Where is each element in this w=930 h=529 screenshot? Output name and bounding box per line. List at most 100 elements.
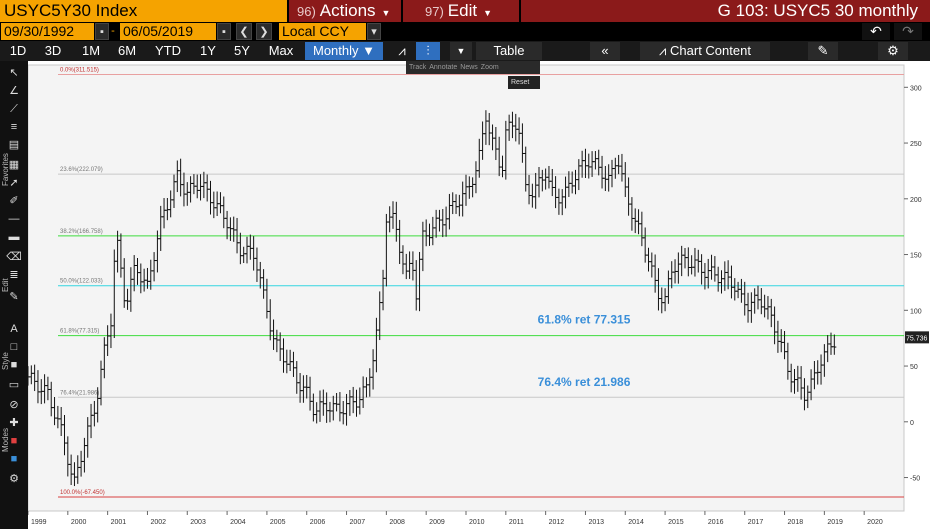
color-swatch-black[interactable]: ■: [10, 359, 18, 371]
fib-annotation: 61.8% ret 77.315: [538, 313, 631, 327]
pen-tool-icon[interactable]: ✐: [9, 195, 19, 207]
line-tool-icon[interactable]: ∠: [9, 85, 19, 97]
settings-gear-icon[interactable]: ⚙: [9, 473, 19, 485]
shape-tool-icon[interactable]: ▦: [8, 159, 20, 171]
x-tick-label: 2001: [111, 519, 127, 526]
gear-icon[interactable]: ⚙: [878, 42, 908, 60]
next-period-button[interactable]: ❯: [256, 23, 272, 40]
x-tick-label: 2007: [350, 519, 366, 526]
frequency-label: Monthly: [312, 43, 359, 58]
x-tick-label: 2017: [748, 519, 764, 526]
price-chart[interactable]: 1999 2000 2001 2002 2003 2004 2005 2006 2007 2008…: [28, 61, 930, 529]
text-tool-icon[interactable]: A: [10, 323, 18, 335]
table-button[interactable]: Table: [476, 42, 542, 60]
bar-chart-icon[interactable]: ⫶: [416, 42, 440, 60]
trend-tool-icon[interactable]: ⟋: [10, 103, 18, 115]
reset-button[interactable]: Reset: [508, 76, 540, 89]
x-tick-label: 1999: [31, 519, 47, 526]
crosshair-icon[interactable]: ⊘: [9, 399, 19, 411]
chevron-down-icon[interactable]: ▼: [450, 42, 472, 60]
edit-menu[interactable]: 97) Edit ▼: [403, 0, 519, 22]
fib-level-label: 100.0%(-67.450): [60, 490, 105, 496]
chart-icon: ⩘: [659, 43, 667, 58]
x-tick-label: 2016: [708, 519, 724, 526]
eraser-icon[interactable]: ⌫: [6, 251, 22, 263]
x-tick-label: 2002: [150, 519, 166, 526]
arrow-tool-icon[interactable]: ➚: [9, 177, 19, 189]
fib-annotation: 76.4% ret 21.986: [538, 375, 631, 389]
x-tick-label: 2004: [230, 519, 246, 526]
brush-icon[interactable]: ✎: [9, 291, 19, 303]
y-tick-label: 0: [910, 420, 914, 427]
edit-pencil-icon[interactable]: ✎: [808, 42, 838, 60]
line-width-icon[interactable]: ▭: [8, 379, 20, 391]
actions-number: 96): [297, 4, 316, 19]
sidebar-label-modes: Modes: [1, 427, 10, 452]
x-tick-label: 2018: [788, 519, 804, 526]
period-1y[interactable]: 1Y: [200, 43, 216, 58]
period-1m[interactable]: 1M: [81, 43, 101, 58]
plot-area: [28, 64, 905, 512]
chart-mini-toolbar: Track Annotate News Zoom: [406, 61, 540, 74]
fib-level-label: 0.0%(311.515): [60, 67, 99, 73]
chart-title: G 103: USYC5 30 monthly: [521, 0, 930, 22]
x-tick-label: 2014: [628, 519, 644, 526]
color-swatch-white[interactable]: □: [10, 341, 18, 353]
fill-tool-icon[interactable]: ▬: [8, 231, 20, 243]
x-tick-label: 2019: [827, 519, 843, 526]
ticker-field[interactable]: USYC5Y30 Index: [0, 0, 287, 22]
chart-content-button[interactable]: ⩘ Chart Content: [640, 42, 770, 60]
start-date-field[interactable]: 09/30/1992: [1, 23, 94, 40]
period-max[interactable]: Max: [268, 43, 294, 58]
palette-red-icon[interactable]: ■: [10, 435, 18, 447]
period-ytd[interactable]: YTD: [155, 43, 181, 58]
last-value-tag: [905, 331, 929, 344]
actions-menu[interactable]: 96) Actions ▼: [289, 0, 401, 22]
chart-content-label: Chart Content: [670, 43, 751, 58]
line-chart-icon[interactable]: ⩘: [398, 43, 406, 58]
period-3d[interactable]: 3D: [44, 43, 62, 58]
sidebar-label-edit: Edit: [1, 278, 10, 292]
period-5y[interactable]: 5Y: [234, 43, 250, 58]
x-tick-label: 2009: [429, 519, 445, 526]
edit-label: Edit: [447, 1, 478, 20]
track-button[interactable]: Track: [409, 64, 427, 71]
hline-tool-icon[interactable]: —: [8, 213, 20, 225]
redo-icon[interactable]: ↷: [894, 23, 922, 40]
x-tick-label: 2006: [310, 519, 326, 526]
caret-down-icon: ▼: [483, 8, 493, 18]
calendar-icon[interactable]: ▪: [95, 23, 109, 40]
y-tick-label: 200: [910, 197, 922, 204]
sidebar-label-favorites: Favorites: [1, 153, 10, 186]
fib-level-label: 38.2%(166.758): [60, 229, 103, 235]
calendar-icon[interactable]: ▪: [217, 23, 231, 40]
channel-tool-icon[interactable]: ▤: [8, 139, 20, 151]
chevron-down-icon[interactable]: ▾: [367, 23, 381, 40]
prev-period-button[interactable]: ❮: [236, 23, 252, 40]
zoom-button[interactable]: Zoom: [480, 64, 499, 71]
annotate-button[interactable]: Annotate: [429, 64, 458, 71]
ohlc-series: [28, 110, 837, 487]
drawing-sidebar: [0, 61, 28, 529]
y-tick-label: 250: [910, 141, 922, 148]
x-tick-label: 2011: [509, 519, 524, 526]
cursor-icon[interactable]: ↖: [9, 67, 19, 79]
y-tick-label: 300: [910, 85, 922, 92]
x-tick-label: 2000: [71, 519, 87, 526]
frequency-select[interactable]: Monthly ▼: [305, 42, 383, 60]
undo-icon[interactable]: ↶: [862, 23, 890, 40]
collapse-icon[interactable]: «: [590, 42, 620, 60]
palette-blue-icon[interactable]: ■: [10, 453, 18, 465]
currency-select[interactable]: Local CCY: [279, 23, 366, 40]
fib-level-label: 50.0%(122.033): [60, 279, 103, 285]
mode-icon[interactable]: ✚: [9, 417, 19, 429]
line-style-icon[interactable]: ≣: [9, 269, 19, 281]
end-date-field[interactable]: 06/05/2019: [120, 23, 216, 40]
fib-tool-icon[interactable]: ≡: [10, 121, 18, 133]
news-button[interactable]: News: [460, 64, 478, 71]
fib-level-label: 23.6%(222.079): [60, 167, 103, 173]
reset-label: Reset: [511, 79, 530, 86]
period-1d[interactable]: 1D: [9, 43, 27, 58]
period-6m[interactable]: 6M: [117, 43, 137, 58]
